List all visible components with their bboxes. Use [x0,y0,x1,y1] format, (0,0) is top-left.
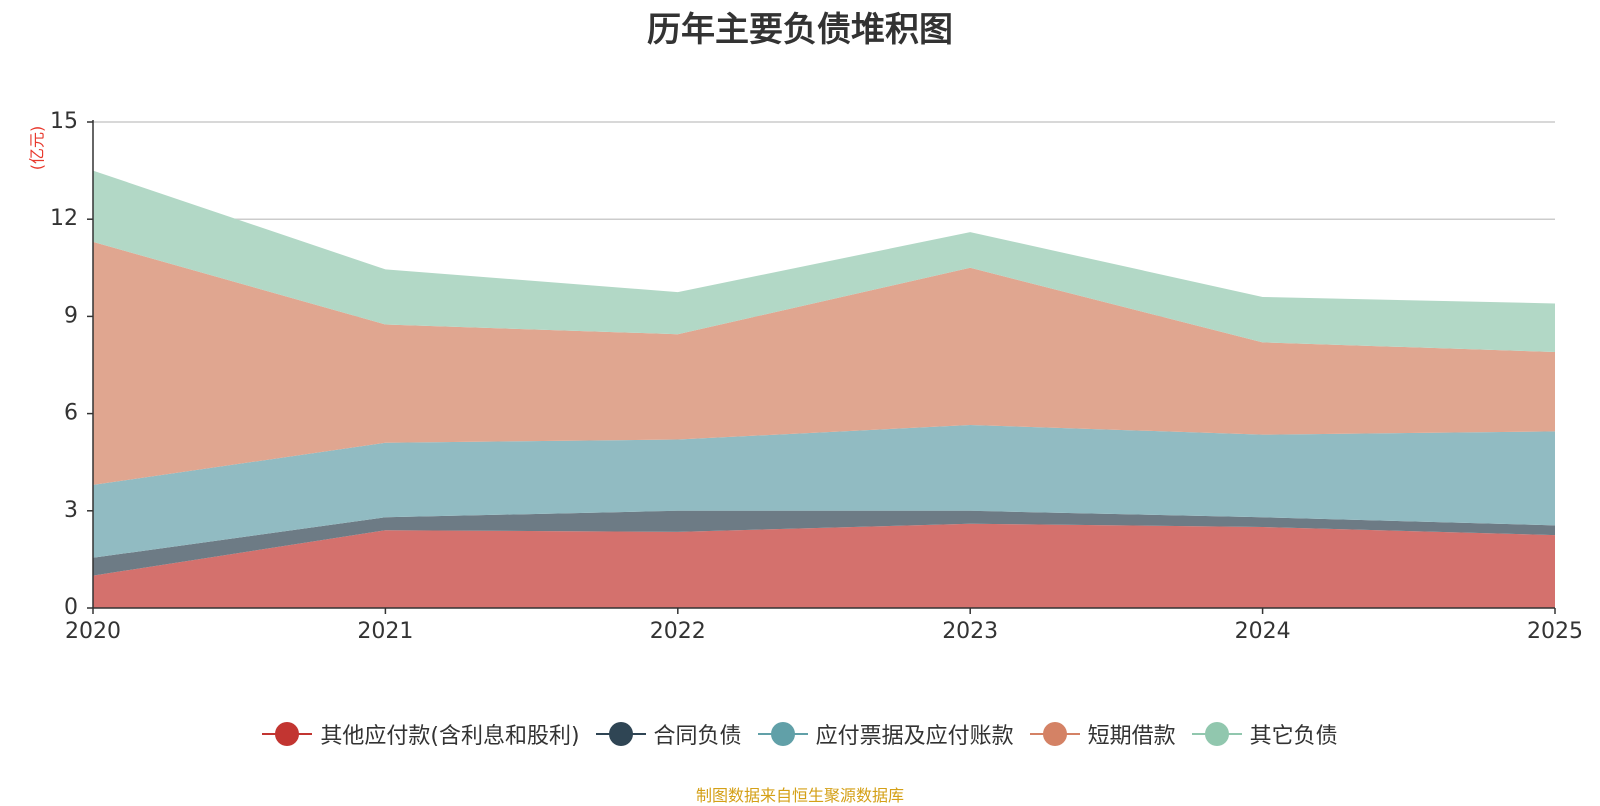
x-tick-label: 2022 [650,619,706,644]
area-series-1 [93,510,1555,576]
legend-label: 合同负债 [653,724,742,749]
source-note: 制图数据来自恒生聚源数据库 [695,786,904,805]
x-tick-label: 2023 [942,619,998,644]
area-series [93,170,1555,608]
legend-label: 其他应付款(含利息和股利) [320,724,580,749]
chart-title: 历年主要负债堆积图 [647,10,953,50]
y-tick-label: 12 [50,206,78,231]
x-tick-label: 2020 [65,619,121,644]
x-tick-label: 2024 [1235,619,1291,644]
area-series-2 [93,424,1555,558]
legend-item[interactable]: 其他应付款(含利息和股利) [262,718,580,750]
legend-marker-icon [1191,722,1242,746]
axes: 0 3 6 9 12 15 2020 2021 2022 2023 2024 2025 [50,109,1583,644]
legend-label: 应付票据及应付账款 [815,724,1014,749]
legend-marker-icon [262,722,313,746]
legend-marker-icon [595,722,646,746]
y-axis-unit-label: (亿元) [28,126,47,171]
legend-item[interactable]: 应付票据及应付账款 [757,718,1014,750]
y-tick-label: 15 [50,109,78,134]
legend-item[interactable]: 合同负债 [595,718,742,750]
y-tick-label: 3 [64,498,78,523]
area-series-3 [93,241,1555,485]
area-series-4 [93,170,1555,353]
legend-marker-icon [1029,722,1080,746]
legend-item[interactable]: 其它负债 [1191,718,1338,750]
legend-label: 其它负债 [1249,724,1338,749]
x-tick-label: 2025 [1527,619,1583,644]
y-tick-label: 0 [64,595,78,620]
legend-item[interactable]: 短期借款 [1029,718,1176,750]
legend: 其他应付款(含利息和股利) 合同负债 应付票据及应付账款 短期借款 其它负债 [0,718,1600,750]
legend-label: 短期借款 [1087,724,1176,749]
x-tick-label: 2021 [357,619,413,644]
legend-marker-icon [757,722,808,746]
y-tick-label: 6 [64,401,78,426]
area-series-0 [93,523,1555,608]
y-tick-label: 9 [64,303,78,328]
